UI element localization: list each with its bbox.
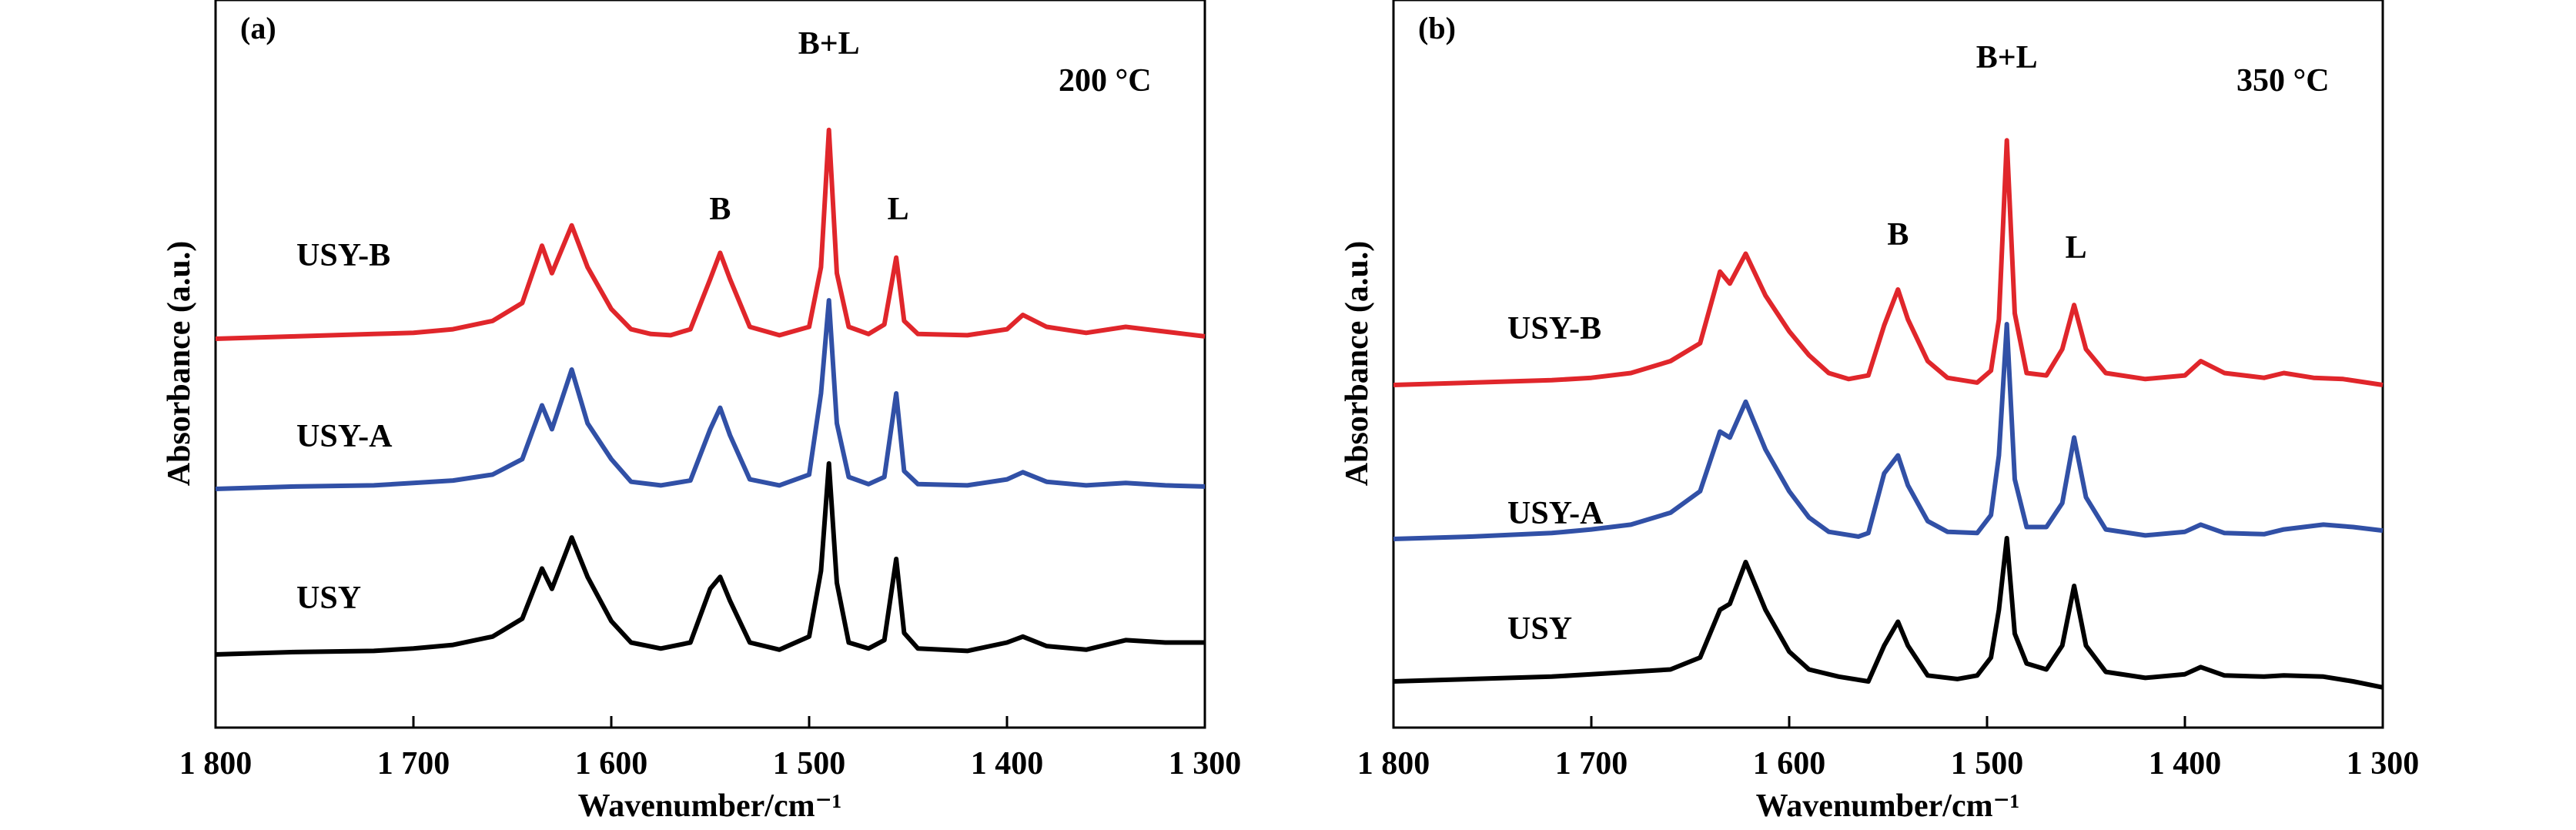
series-label: USY-B	[296, 238, 390, 273]
peak-label: B+L	[1976, 40, 2038, 75]
series-group	[1393, 138, 2384, 690]
panel-label: (b)	[1418, 11, 1456, 45]
series-line-usy	[215, 461, 1205, 657]
x-tick-label: 1 300	[1169, 746, 1242, 781]
y-axis-title: Absorbance (a.u.)	[1340, 241, 1375, 487]
x-tick-label: 1 500	[1951, 746, 2024, 781]
plot-frame	[214, 0, 1206, 729]
series-label: USY-A	[296, 419, 393, 454]
series-line-usy	[1393, 536, 2384, 690]
series-line-usy-b	[215, 127, 1206, 341]
x-ticks: 1 800 1 700 1 600 1 500 1 400 1 300	[1357, 716, 2420, 781]
y-axis-title: Absorbance (a.u.)	[162, 241, 197, 487]
series-label: USY	[296, 581, 361, 616]
x-tick-label: 1 600	[1753, 746, 1826, 781]
peak-label: B	[1887, 217, 1909, 253]
panel-b: (b) 350 °C Absorbance (a.u.) Wavenumber/…	[1340, 0, 2419, 824]
x-tick-label: 1 800	[1357, 746, 1430, 781]
temperature-label: 200 °C	[1059, 63, 1152, 99]
x-tick-label: 1 600	[575, 746, 648, 781]
series-line-usy-a	[215, 298, 1206, 491]
series-labels: USY-B USY-A USY	[1507, 311, 1604, 647]
x-tick-label: 1 800	[179, 746, 253, 781]
x-axis-title: Wavenumber/cm⁻¹	[578, 788, 842, 824]
x-tick-label: 1 400	[2149, 746, 2222, 781]
peak-label: B+L	[798, 26, 860, 62]
peak-label: B	[709, 192, 731, 227]
x-tick-label: 1 400	[971, 746, 1044, 781]
series-group	[215, 127, 1206, 657]
series-label: USY-A	[1507, 496, 1604, 531]
series-line-usy-b	[1393, 138, 2384, 387]
x-tick-label: 1 700	[1555, 746, 1628, 781]
panel-a: (a) 200 °C Absorbance (a.u.) Wavenumber/…	[162, 0, 1241, 824]
series-line-usy-a	[1393, 322, 2384, 541]
peak-label: L	[2066, 230, 2087, 266]
peak-label: L	[888, 192, 909, 227]
series-labels: USY-B USY-A USY	[296, 238, 393, 616]
peak-labels: B B+L L	[709, 26, 908, 227]
peak-labels: B B+L L	[1887, 40, 2086, 266]
series-label: USY-B	[1507, 311, 1601, 346]
series-label: USY	[1507, 611, 1572, 647]
x-tick-label: 1 700	[377, 746, 450, 781]
x-tick-label: 1 300	[2347, 746, 2420, 781]
x-tick-label: 1 500	[773, 746, 846, 781]
temperature-label: 350 °C	[2236, 63, 2330, 99]
plot-frame	[1392, 0, 2384, 729]
x-ticks: 1 800 1 700 1 600 1 500 1 400 1 300	[179, 716, 1242, 781]
x-axis-title: Wavenumber/cm⁻¹	[1756, 788, 2020, 824]
panel-label: (a)	[240, 11, 276, 45]
